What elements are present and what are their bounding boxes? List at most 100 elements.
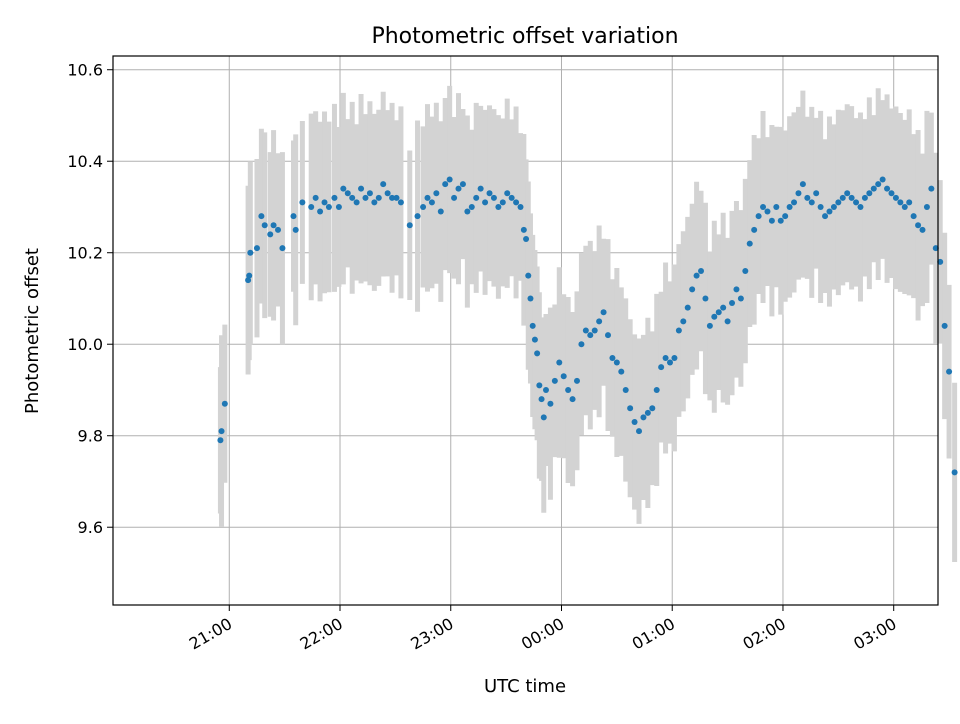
data-point xyxy=(490,194,497,201)
data-point xyxy=(835,199,842,206)
data-point xyxy=(715,309,722,316)
data-point xyxy=(729,300,736,307)
data-point xyxy=(437,208,444,215)
data-point xyxy=(813,190,820,197)
data-point xyxy=(468,203,475,210)
data-point xyxy=(808,199,815,206)
y-tick-label: 10.4 xyxy=(67,152,103,171)
data-point xyxy=(523,236,530,242)
data-point xyxy=(866,190,873,197)
data-point xyxy=(879,176,886,183)
data-point xyxy=(349,194,356,201)
data-point xyxy=(644,409,651,416)
data-point xyxy=(560,373,567,380)
data-point xyxy=(853,199,860,206)
x-axis-label: UTC time xyxy=(484,676,566,697)
data-point xyxy=(513,199,520,206)
data-point xyxy=(317,208,324,215)
data-point xyxy=(698,268,705,275)
data-point xyxy=(442,181,449,188)
data-point xyxy=(591,327,598,334)
y-axis-label: Photometric offset xyxy=(22,248,43,414)
data-point xyxy=(631,419,638,425)
data-point xyxy=(529,322,536,329)
data-point xyxy=(826,208,833,215)
data-point xyxy=(424,194,431,201)
data-point xyxy=(915,222,922,229)
data-point xyxy=(217,437,224,444)
data-point xyxy=(536,382,543,389)
data-point xyxy=(919,226,926,233)
data-point xyxy=(540,414,547,421)
data-point xyxy=(844,190,851,197)
data-point xyxy=(380,181,387,188)
data-point xyxy=(733,286,740,293)
data-point xyxy=(937,258,944,265)
data-point xyxy=(884,185,891,192)
chart-title: Photometric offset variation xyxy=(371,24,678,49)
data-point xyxy=(312,194,319,201)
data-point xyxy=(777,217,784,224)
data-point xyxy=(247,249,254,256)
data-point xyxy=(791,199,798,206)
data-point xyxy=(680,318,687,325)
data-point xyxy=(946,368,953,375)
data-point xyxy=(261,222,268,229)
data-point xyxy=(517,203,524,210)
data-point xyxy=(906,199,913,206)
data-point xyxy=(613,359,620,366)
data-point xyxy=(684,304,691,311)
data-point xyxy=(622,386,629,393)
data-point xyxy=(888,190,895,197)
data-point xyxy=(340,185,347,192)
data-point xyxy=(520,226,527,233)
data-point xyxy=(279,245,286,252)
data-point xyxy=(325,203,332,210)
data-point xyxy=(892,194,899,201)
data-point xyxy=(375,194,382,201)
data-point xyxy=(742,268,749,275)
data-point xyxy=(923,203,930,210)
data-point xyxy=(504,190,511,197)
y-tick-label: 9.8 xyxy=(78,427,103,446)
data-point xyxy=(428,199,435,206)
data-point xyxy=(275,226,281,233)
data-point xyxy=(773,203,780,210)
data-point xyxy=(569,396,576,403)
data-point xyxy=(596,318,603,325)
data-point xyxy=(321,199,328,206)
data-point xyxy=(344,190,351,197)
data-point xyxy=(406,222,413,229)
data-point xyxy=(702,295,709,302)
data-point xyxy=(662,354,669,361)
plot-frame xyxy=(112,55,939,606)
data-point xyxy=(542,386,549,393)
data-point xyxy=(746,240,753,247)
y-axis-ticks: 9.6 9.8 10.0 10.2 10.4 10.6 xyxy=(67,61,113,537)
data-point xyxy=(782,213,789,220)
data-point xyxy=(389,194,396,201)
data-point xyxy=(455,185,462,192)
data-point xyxy=(366,190,373,197)
data-point xyxy=(605,332,611,339)
data-point xyxy=(706,322,713,329)
data-point xyxy=(609,354,616,361)
data-point xyxy=(941,322,948,329)
data-point xyxy=(477,185,484,192)
data-point xyxy=(720,304,727,311)
data-point xyxy=(786,203,793,210)
data-point xyxy=(508,194,515,201)
data-point xyxy=(290,213,297,220)
data-point xyxy=(245,277,252,284)
data-point xyxy=(414,213,421,220)
data-point xyxy=(464,208,471,215)
data-point xyxy=(600,309,607,316)
data-point xyxy=(768,217,775,224)
data-point xyxy=(246,272,253,279)
data-point xyxy=(299,199,306,206)
data-point xyxy=(830,203,837,210)
data-point xyxy=(861,194,868,201)
y-tick-label: 10.6 xyxy=(67,61,103,80)
data-point xyxy=(258,213,265,220)
